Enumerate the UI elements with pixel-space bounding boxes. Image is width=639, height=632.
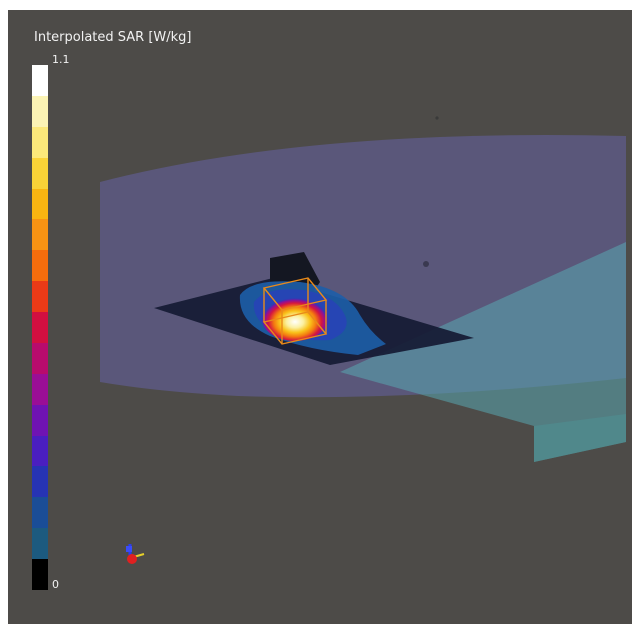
colorbar-segment xyxy=(32,95,48,127)
colorbar-segment xyxy=(32,528,48,559)
colorbar-segment xyxy=(32,342,48,374)
colorbar-segment xyxy=(32,435,48,467)
sar-hotspot xyxy=(261,293,329,341)
colorbar-segment xyxy=(32,466,48,498)
colorbar-segment xyxy=(32,157,48,189)
colorbar-segment xyxy=(32,404,48,436)
marker-dot xyxy=(435,116,439,120)
sar-3d-viewport[interactable]: Interpolated SAR [W/kg] 1.1 0 xyxy=(8,10,632,624)
colorbar-segment xyxy=(32,250,48,282)
colorbar-max-label: 1.1 xyxy=(52,53,70,66)
orientation-axes-icon[interactable] xyxy=(126,544,145,564)
colorbar-segment xyxy=(32,219,48,251)
sar-colorbar xyxy=(32,65,48,590)
legend-title: Interpolated SAR [W/kg] xyxy=(34,30,192,45)
colorbar-segment xyxy=(32,65,48,96)
colorbar-segment xyxy=(32,126,48,158)
teal-slab xyxy=(340,242,626,462)
teal-slab-edge xyxy=(534,414,626,462)
probe-bounding-box[interactable] xyxy=(262,277,328,345)
colorbar-segment xyxy=(32,497,48,529)
colorbar-segment xyxy=(32,373,48,405)
colorbar-segment xyxy=(32,281,48,312)
marker-dot xyxy=(423,261,429,267)
colorbar-min-label: 0 xyxy=(52,578,59,591)
colorbar-segment xyxy=(32,559,48,590)
colorbar-segment xyxy=(32,188,48,220)
colorbar-segment xyxy=(32,312,48,343)
sar-scene[interactable] xyxy=(8,10,632,624)
